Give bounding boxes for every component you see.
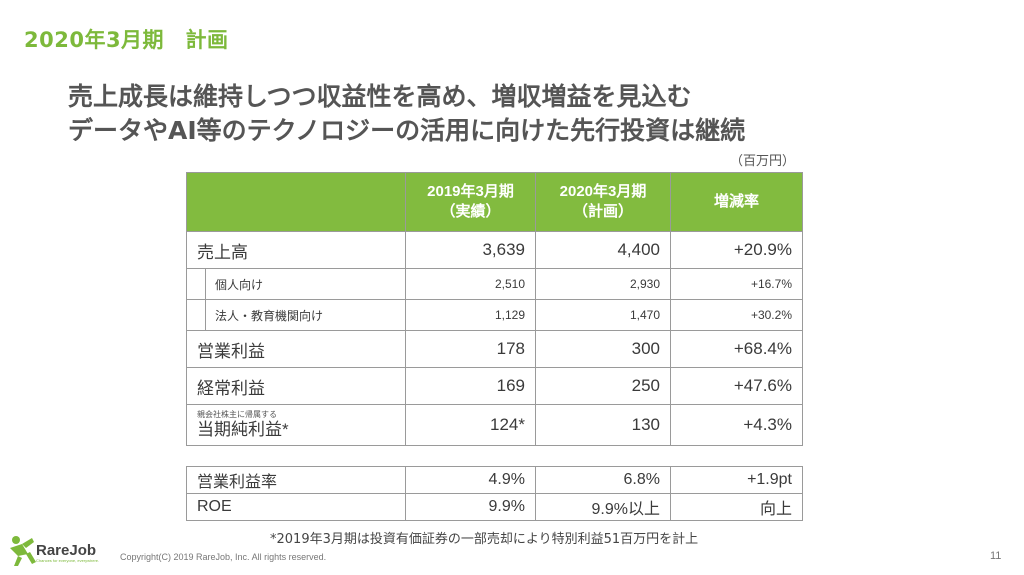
table-row: 法人・教育機関向け 1,129 1,470 +30.2%	[186, 299, 803, 332]
row-label: ROE	[186, 493, 406, 521]
table-row: 親会社株主に帰属する 当期純利益* 124* 130 +4.3%	[186, 404, 803, 446]
row-label-main: 当期純利益*	[197, 420, 289, 439]
row-label: 売上高	[186, 231, 406, 269]
cell-fy2019: 4.9%	[405, 466, 536, 494]
cell-fy2020: 250	[535, 367, 671, 405]
cell-change: +16.7%	[670, 268, 803, 300]
ratio-table: 営業利益率 4.9% 6.8% +1.9pt ROE 9.9% 9.9%以上 向…	[186, 466, 803, 521]
cell-fy2019: 124*	[405, 404, 536, 446]
cell-fy2019: 9.9%	[405, 493, 536, 521]
header-fy2020-type: （計画）	[572, 203, 633, 220]
cell-change: +68.4%	[670, 330, 803, 368]
cell-change: +30.2%	[670, 299, 803, 331]
cell-fy2019: 178	[405, 330, 536, 368]
row-label: 親会社株主に帰属する 当期純利益*	[186, 404, 406, 446]
headline-line-2: データやAI等のテクノロジーの活用に向けた先行投資は継続	[68, 116, 746, 145]
cell-change: +4.3%	[670, 404, 803, 446]
table-row: 売上高 3,639 4,400 +20.9%	[186, 231, 803, 269]
table-row: ROE 9.9% 9.9%以上 向上	[186, 493, 803, 521]
row-label-note: 親会社株主に帰属する	[197, 410, 277, 419]
rarejob-logo-icon	[10, 536, 36, 566]
logo-name: RareJob	[36, 542, 97, 559]
table-row: 営業利益率 4.9% 6.8% +1.9pt	[186, 466, 803, 494]
cell-change: +1.9pt	[670, 466, 803, 494]
footnote: *2019年3月期は投資有価証券の一部売却により特別利益51百万円を計上	[270, 532, 699, 547]
row-label: 個人向け	[186, 268, 406, 301]
headline-line-1: 売上成長は維持しつつ収益性を高め、増収増益を見込む	[68, 82, 692, 111]
row-label: 法人・教育機関向け	[186, 299, 406, 332]
cell-fy2019: 2,510	[405, 268, 536, 300]
cell-fy2020: 6.8%	[535, 466, 671, 494]
header-label	[186, 172, 406, 232]
header-change: 増減率	[670, 172, 803, 232]
cell-fy2019: 1,129	[405, 299, 536, 331]
cell-fy2020: 9.9%以上	[535, 493, 671, 521]
cell-change: +20.9%	[670, 231, 803, 269]
financial-plan-table: 2019年3月期 （実績） 2020年3月期 （計画） 増減率 売上高 3,63…	[186, 172, 803, 446]
header-fy2020-year: 2020年3月期	[559, 183, 647, 200]
header-fy2019-year: 2019年3月期	[427, 183, 514, 200]
cell-fy2020: 300	[535, 330, 671, 368]
row-label: 営業利益率	[186, 466, 406, 494]
logo-tagline: Chances for everyone, everywhere.	[36, 558, 100, 563]
unit-note: （百万円）	[730, 154, 796, 169]
headline: 売上成長は維持しつつ収益性を高め、増収増益を見込む データやAI等のテクノロジー…	[68, 80, 745, 148]
cell-change: +47.6%	[670, 367, 803, 405]
section-title: 2020年3月期 計画	[24, 28, 229, 52]
cell-fy2019: 3,639	[405, 231, 536, 269]
table-row: 営業利益 178 300 +68.4%	[186, 330, 803, 368]
table-row: 経常利益 169 250 +47.6%	[186, 367, 803, 405]
cell-fy2019: 169	[405, 367, 536, 405]
cell-fy2020: 2,930	[535, 268, 671, 300]
header-fy2020: 2020年3月期 （計画）	[535, 172, 671, 232]
cell-fy2020: 4,400	[535, 231, 671, 269]
header-fy2019: 2019年3月期 （実績）	[405, 172, 536, 232]
table-header-row: 2019年3月期 （実績） 2020年3月期 （計画） 増減率	[186, 172, 803, 232]
cell-fy2020: 130	[535, 404, 671, 446]
page-number: 11	[990, 550, 1002, 562]
table-row: 個人向け 2,510 2,930 +16.7%	[186, 268, 803, 301]
cell-change: 向上	[670, 493, 803, 521]
row-label: 営業利益	[186, 330, 406, 368]
copyright: Copyright(C) 2019 RareJob, Inc. All righ…	[120, 552, 327, 562]
row-label: 経常利益	[186, 367, 406, 405]
header-fy2019-type: （実績）	[440, 203, 501, 220]
cell-fy2020: 1,470	[535, 299, 671, 331]
